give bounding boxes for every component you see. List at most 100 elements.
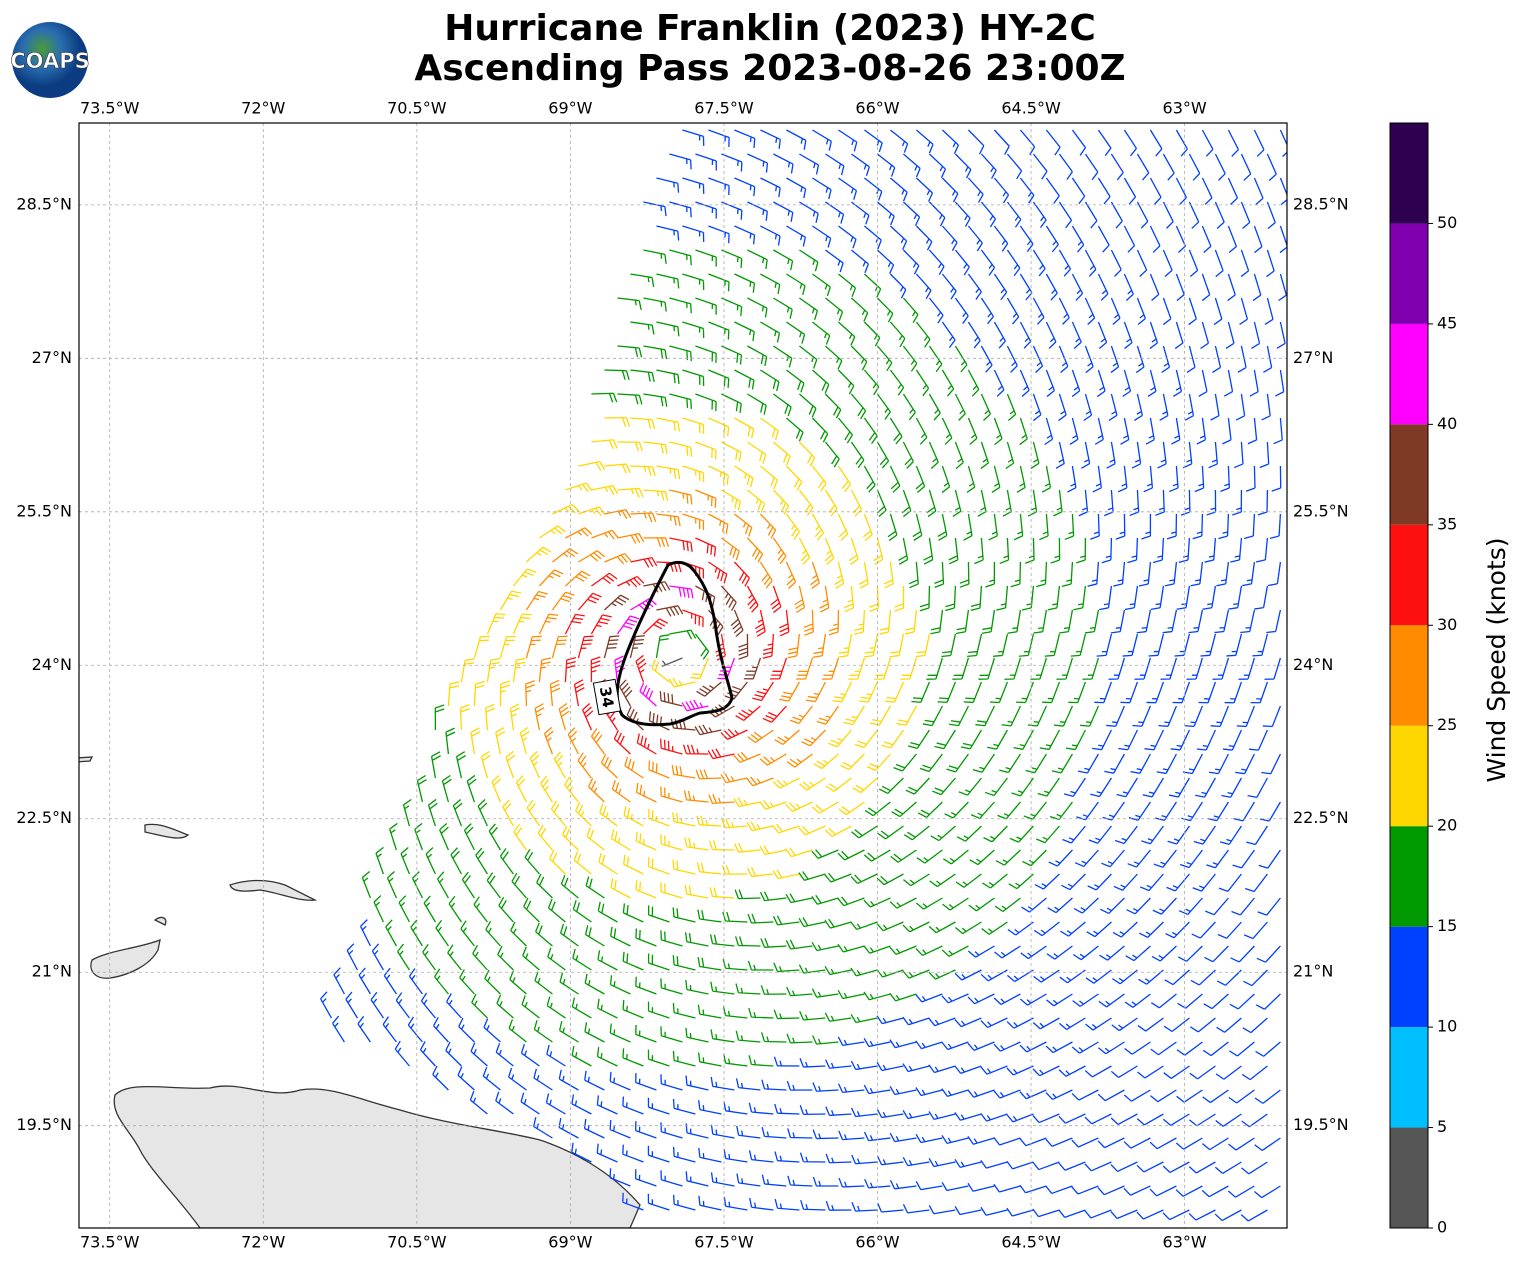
wind-barb: [1205, 897, 1229, 916]
wind-barb: [1240, 1209, 1268, 1222]
wind-barb: [447, 944, 462, 971]
wind-barb: [785, 847, 813, 858]
wind-barb: [980, 201, 997, 228]
wind-barb: [917, 801, 943, 818]
wind-barb: [1227, 225, 1238, 254]
wind-barb: [684, 932, 709, 947]
wind-barb: [721, 201, 743, 220]
wind-barb: [521, 995, 540, 1019]
wind-barb: [1032, 345, 1044, 373]
wind-barb: [832, 681, 853, 703]
wind-barb: [1084, 609, 1100, 634]
wind-barb: [945, 585, 957, 612]
wind-barb: [889, 273, 907, 299]
wind-barb: [1165, 921, 1190, 939]
wind-barb: [1058, 201, 1073, 229]
wind-barb: [587, 777, 605, 803]
wind-barb: [812, 321, 831, 345]
contour-34kt: [615, 560, 734, 727]
wind-barb: [698, 1100, 722, 1115]
wind-barb: [460, 920, 475, 947]
wind-barb: [1024, 537, 1035, 564]
wind-barb: [721, 489, 741, 511]
wind-barb: [1203, 993, 1229, 1010]
wind-barb: [863, 1131, 891, 1142]
wind-barb: [1084, 1113, 1112, 1125]
wind-barb: [1217, 921, 1242, 939]
wind-barb: [993, 321, 1006, 349]
wind-barb: [811, 849, 839, 859]
wind-barb: [772, 489, 790, 515]
wind-barb: [1256, 945, 1281, 963]
wind-barb: [825, 153, 845, 176]
wind-barb: [600, 753, 618, 779]
wind-barb: [695, 345, 717, 363]
x-tick-label: 63°W: [1163, 1233, 1207, 1252]
wind-barb: [1214, 249, 1224, 278]
wind-barb: [848, 657, 866, 680]
wind-barb: [660, 882, 683, 899]
wind-barb: [1257, 897, 1281, 916]
wind-barb: [660, 1074, 683, 1091]
wind-barb: [850, 873, 878, 885]
wind-barb: [1188, 249, 1199, 278]
y-tick-label: 25.5°N: [1293, 501, 1349, 520]
wind-barb: [647, 1145, 670, 1163]
colorbar-segment: [1390, 1127, 1428, 1228]
wind-barb: [919, 585, 931, 612]
wind-barb: [1049, 801, 1073, 821]
wind-barb: [980, 1017, 1008, 1029]
x-tick-label: 72°W: [241, 1233, 285, 1252]
wind-barb: [597, 998, 618, 1019]
wind-barb: [1097, 129, 1112, 157]
wind-barb: [486, 658, 501, 683]
wind-barb: [1240, 249, 1250, 278]
y-tick-label: 28.5°N: [16, 194, 72, 213]
wind-barb: [1039, 729, 1060, 751]
wind-barb: [721, 153, 743, 172]
wind-barb: [708, 840, 735, 851]
wind-barb: [801, 729, 826, 747]
wind-barb: [1152, 897, 1177, 915]
wind-barb: [1077, 753, 1099, 774]
wind-barb: [876, 201, 895, 226]
wind-barb: [987, 729, 1008, 750]
wind-barb: [1027, 705, 1048, 727]
wind-barb: [385, 919, 397, 947]
wind-barb: [734, 369, 755, 390]
wind-barb: [559, 972, 579, 995]
wind-barb: [1114, 825, 1138, 845]
wind-barb: [357, 1015, 371, 1043]
wind-barb: [1045, 369, 1055, 398]
wind-barb: [999, 537, 1010, 565]
wind-barb: [538, 569, 564, 587]
wind-barb: [697, 909, 722, 923]
wind-barb: [639, 682, 657, 707]
wind-barb: [863, 225, 882, 250]
wind-barb: [1136, 609, 1152, 634]
wind-barb: [1242, 561, 1256, 587]
wind-barb: [499, 680, 510, 707]
wind-barb: [550, 800, 566, 827]
wind-barb: [1110, 249, 1122, 277]
wind-barb: [1255, 993, 1281, 1010]
wind-barb: [941, 321, 956, 349]
wind-barb: [747, 913, 774, 924]
wind-barb: [1271, 465, 1282, 492]
wind-barb: [1090, 777, 1112, 798]
wind-barb: [1196, 729, 1217, 751]
wind-barb: [1058, 345, 1069, 374]
y-tick-label: 22.5°N: [16, 808, 72, 827]
wind-barb: [955, 921, 982, 935]
wind-barb: [1084, 201, 1098, 229]
wind-barb: [573, 851, 592, 875]
wind-barb: [656, 417, 680, 432]
wind-barb: [635, 1073, 657, 1091]
colorbar-segment: [1390, 926, 1428, 1028]
wind-barb: [466, 774, 477, 803]
wind-barb: [526, 799, 540, 827]
wind-barb: [495, 1091, 514, 1115]
wind-barb: [837, 417, 853, 444]
wind-barb: [811, 894, 839, 905]
wind-barb: [928, 921, 956, 934]
